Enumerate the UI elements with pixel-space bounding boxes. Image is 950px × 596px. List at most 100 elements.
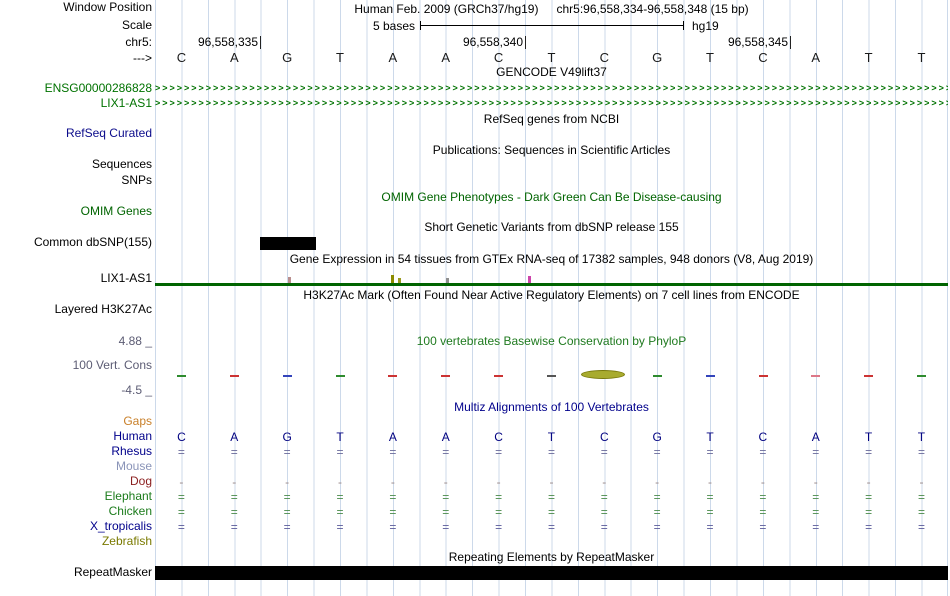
alignment-row-mouse[interactable] [155,460,948,474]
alignment-mark: C [177,430,186,444]
alignment-mark: T [864,430,873,444]
alignment-mark: = [389,445,397,459]
alignment-row-x-tropicalis[interactable]: = = = = = = = = = = = = = = = [155,520,948,534]
base-letter: C [599,50,609,65]
alignment-mark [684,535,737,549]
phylop-score-mark [547,375,556,377]
alignment-mark: = [230,520,238,534]
multiz-track-title: Multiz Alignments of 100 Vertebrates [454,400,649,414]
track-label-sequences[interactable]: Sequences [91,157,152,171]
alignment-row-dog[interactable]: --------------- [155,475,948,489]
gtex-expression-bar[interactable] [288,277,291,283]
alignment-mark [261,535,314,549]
gtex-gene-model-line[interactable] [155,283,948,286]
species-label-chicken[interactable]: Chicken [108,504,152,518]
h3k27ac-track-title: H3K27Ac Mark (Often Found Near Active Re… [303,288,800,302]
gtex-expression-bar[interactable] [528,276,531,283]
species-label-gaps[interactable]: Gaps [123,414,152,428]
alignment-mark: - [813,475,818,489]
alignment-mark [631,535,684,549]
alignment-mark: - [760,475,765,489]
gtex-track-title: Gene Expression in 54 tissues from GTEx … [289,252,814,266]
alignment-mark: = [812,520,820,534]
species-label-dog[interactable]: Dog [129,474,152,488]
alignment-mark: = [547,520,555,534]
species-label-elephant[interactable]: Elephant [104,489,152,503]
alignment-mark [842,535,895,549]
base-letter: A [388,50,398,65]
track-label-layered-h3k27ac[interactable]: Layered H3K27Ac [54,302,152,316]
track-label-repeatmasker[interactable]: RepeatMasker [73,565,152,579]
track-label-snps[interactable]: SNPs [121,173,152,187]
alignment-mark: = [336,520,344,534]
gtex-expression-bar[interactable] [398,278,401,283]
conservation-min-value: -4.5 _ [121,383,152,397]
alignment-mark: = [283,505,291,519]
alignment-row-elephant[interactable]: = = = = = = = = = = = = = = = [155,490,948,504]
alignment-mark: - [655,475,660,489]
track-label-omim-genes[interactable]: OMIM Genes [80,204,152,218]
track-label-100-vert-cons[interactable]: 100 Vert. Cons [72,358,152,372]
alignment-mark: = [442,520,450,534]
alignment-mark [525,460,578,474]
alignment-mark: = [442,445,450,459]
alignment-row-zebrafish[interactable] [155,535,948,549]
track-label-common-dbsnp[interactable]: Common dbSNP(155) [33,235,152,249]
repeatmasker-element-bar[interactable] [155,566,948,580]
alignment-mark [208,535,261,549]
alignment-row-chicken[interactable]: = = = = = = = = = = = = = = = [155,505,948,519]
alignment-mark: - [549,475,554,489]
alignment-mark: = [389,505,397,519]
track-label-refseq-curated[interactable]: RefSeq Curated [65,126,152,140]
gene-transcript-ensg00000286828[interactable]: >>>>>>>>>>>>>>>>>>>>>>>>>>>>>>>>>>>>>>>>… [155,83,948,93]
alignment-mark: - [285,475,290,489]
conservation-track-title: 100 vertebrates Basewise Conservation by… [416,334,687,348]
alignment-mark [314,535,367,549]
alignment-mark [261,460,314,474]
species-label-zebrafish[interactable]: Zebrafish [101,534,152,548]
base-letter: A [441,50,451,65]
scale-value: 5 bases [372,19,415,33]
gene-label-lix1-as1[interactable]: LIX1-AS1 [100,96,152,110]
dbsnp-variant-item[interactable] [260,237,316,250]
alignment-mark: T [336,430,344,444]
phylop-score-mark [759,375,768,377]
alignment-mark: = [812,445,820,459]
phylop-score-mark [864,375,873,377]
alignment-mark: = [653,520,661,534]
track-label-gtex-lix1-as1[interactable]: LIX1-AS1 [100,271,152,285]
alignment-row-rhesus[interactable]: = = = = = = = = = = = = = = = [155,445,948,459]
phylop-score-mark [177,375,186,377]
gtex-expression-bar[interactable] [391,275,394,283]
alignment-mark: = [759,490,767,504]
gene-transcript-lix1-as1[interactable]: >>>>>>>>>>>>>>>>>>>>>>>>>>>>>>>>>>>>>>>>… [155,98,948,108]
alignment-mark: = [917,505,925,519]
alignment-mark: = [600,490,608,504]
alignment-mark: = [865,520,873,534]
alignment-mark: = [283,520,291,534]
alignment-mark: - [602,475,607,489]
window-coordinates: chr5:96,558,334-96,558,348 (15 bp) [556,2,749,16]
species-label-human[interactable]: Human [113,429,152,443]
gtex-expression-bar[interactable] [446,278,449,283]
base-letter: T [547,50,556,65]
alignment-mark: = [495,445,503,459]
alignment-mark [895,415,948,429]
species-label-rhesus[interactable]: Rhesus [111,444,152,458]
alignment-mark: G [282,430,292,444]
gene-label-ensg00000286828[interactable]: ENSG00000286828 [44,81,152,95]
chromosome-label: chr5: [125,35,152,49]
header-position-row: Human Feb. 2009 (GRCh37/hg19) chr5:96,55… [155,2,948,16]
alignment-mark [895,535,948,549]
base-position-gridlines [155,0,948,596]
alignment-mark: = [653,505,661,519]
alignment-row-gaps[interactable] [155,415,948,429]
phylop-score-mark [230,375,239,377]
alignment-mark: = [495,520,503,534]
species-label-x-tropicalis[interactable]: X_tropicalis [89,519,152,533]
alignment-mark: = [547,445,555,459]
species-label-mouse[interactable]: Mouse [115,459,152,473]
alignment-mark [789,415,842,429]
